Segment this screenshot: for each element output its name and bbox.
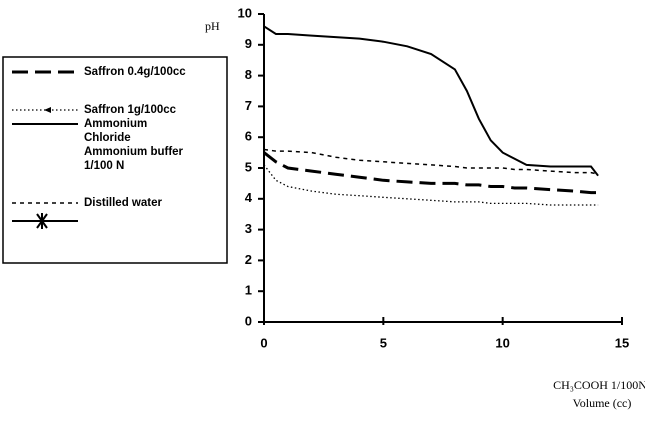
- x-tick-label: 5: [380, 335, 387, 350]
- legend-label: Ammonium Chloride Ammonium buffer 1/100 …: [84, 118, 184, 172]
- legend-marker: [44, 107, 51, 113]
- y-tick-label: 1: [245, 283, 252, 298]
- y-tick-label: 3: [245, 221, 252, 236]
- x-tick-label: 15: [615, 335, 629, 350]
- y-tick-label: 8: [245, 67, 252, 82]
- x-tick-label: 0: [260, 335, 267, 350]
- x-axis-label-2: Volume (cc): [573, 396, 632, 410]
- x-axis-label: CH₃COOH 1/100N: [553, 378, 645, 392]
- y-tick-label: 6: [245, 129, 252, 144]
- y-tick-label: 4: [245, 190, 253, 205]
- y-tick-label: 5: [245, 159, 252, 174]
- y-axis-label: pH: [205, 19, 220, 33]
- series-line: [263, 164, 599, 206]
- legend-marker: [35, 213, 49, 229]
- series-line: [263, 25, 599, 177]
- y-tick-label: 0: [245, 313, 252, 328]
- y-tick-label: 2: [245, 252, 252, 267]
- y-tick-label: 7: [245, 98, 252, 113]
- y-tick-label: 9: [245, 36, 252, 51]
- series-line: [263, 148, 599, 175]
- legend-label: Saffron 0.4g/100cc: [84, 66, 186, 78]
- legend-label: Saffron 1g/100cc: [84, 104, 177, 116]
- legend-label: Distilled water: [84, 197, 162, 209]
- legend-box: [2, 56, 228, 264]
- x-tick-label: 10: [495, 335, 509, 350]
- y-tick-label: 10: [238, 5, 252, 20]
- series-line: [263, 151, 599, 195]
